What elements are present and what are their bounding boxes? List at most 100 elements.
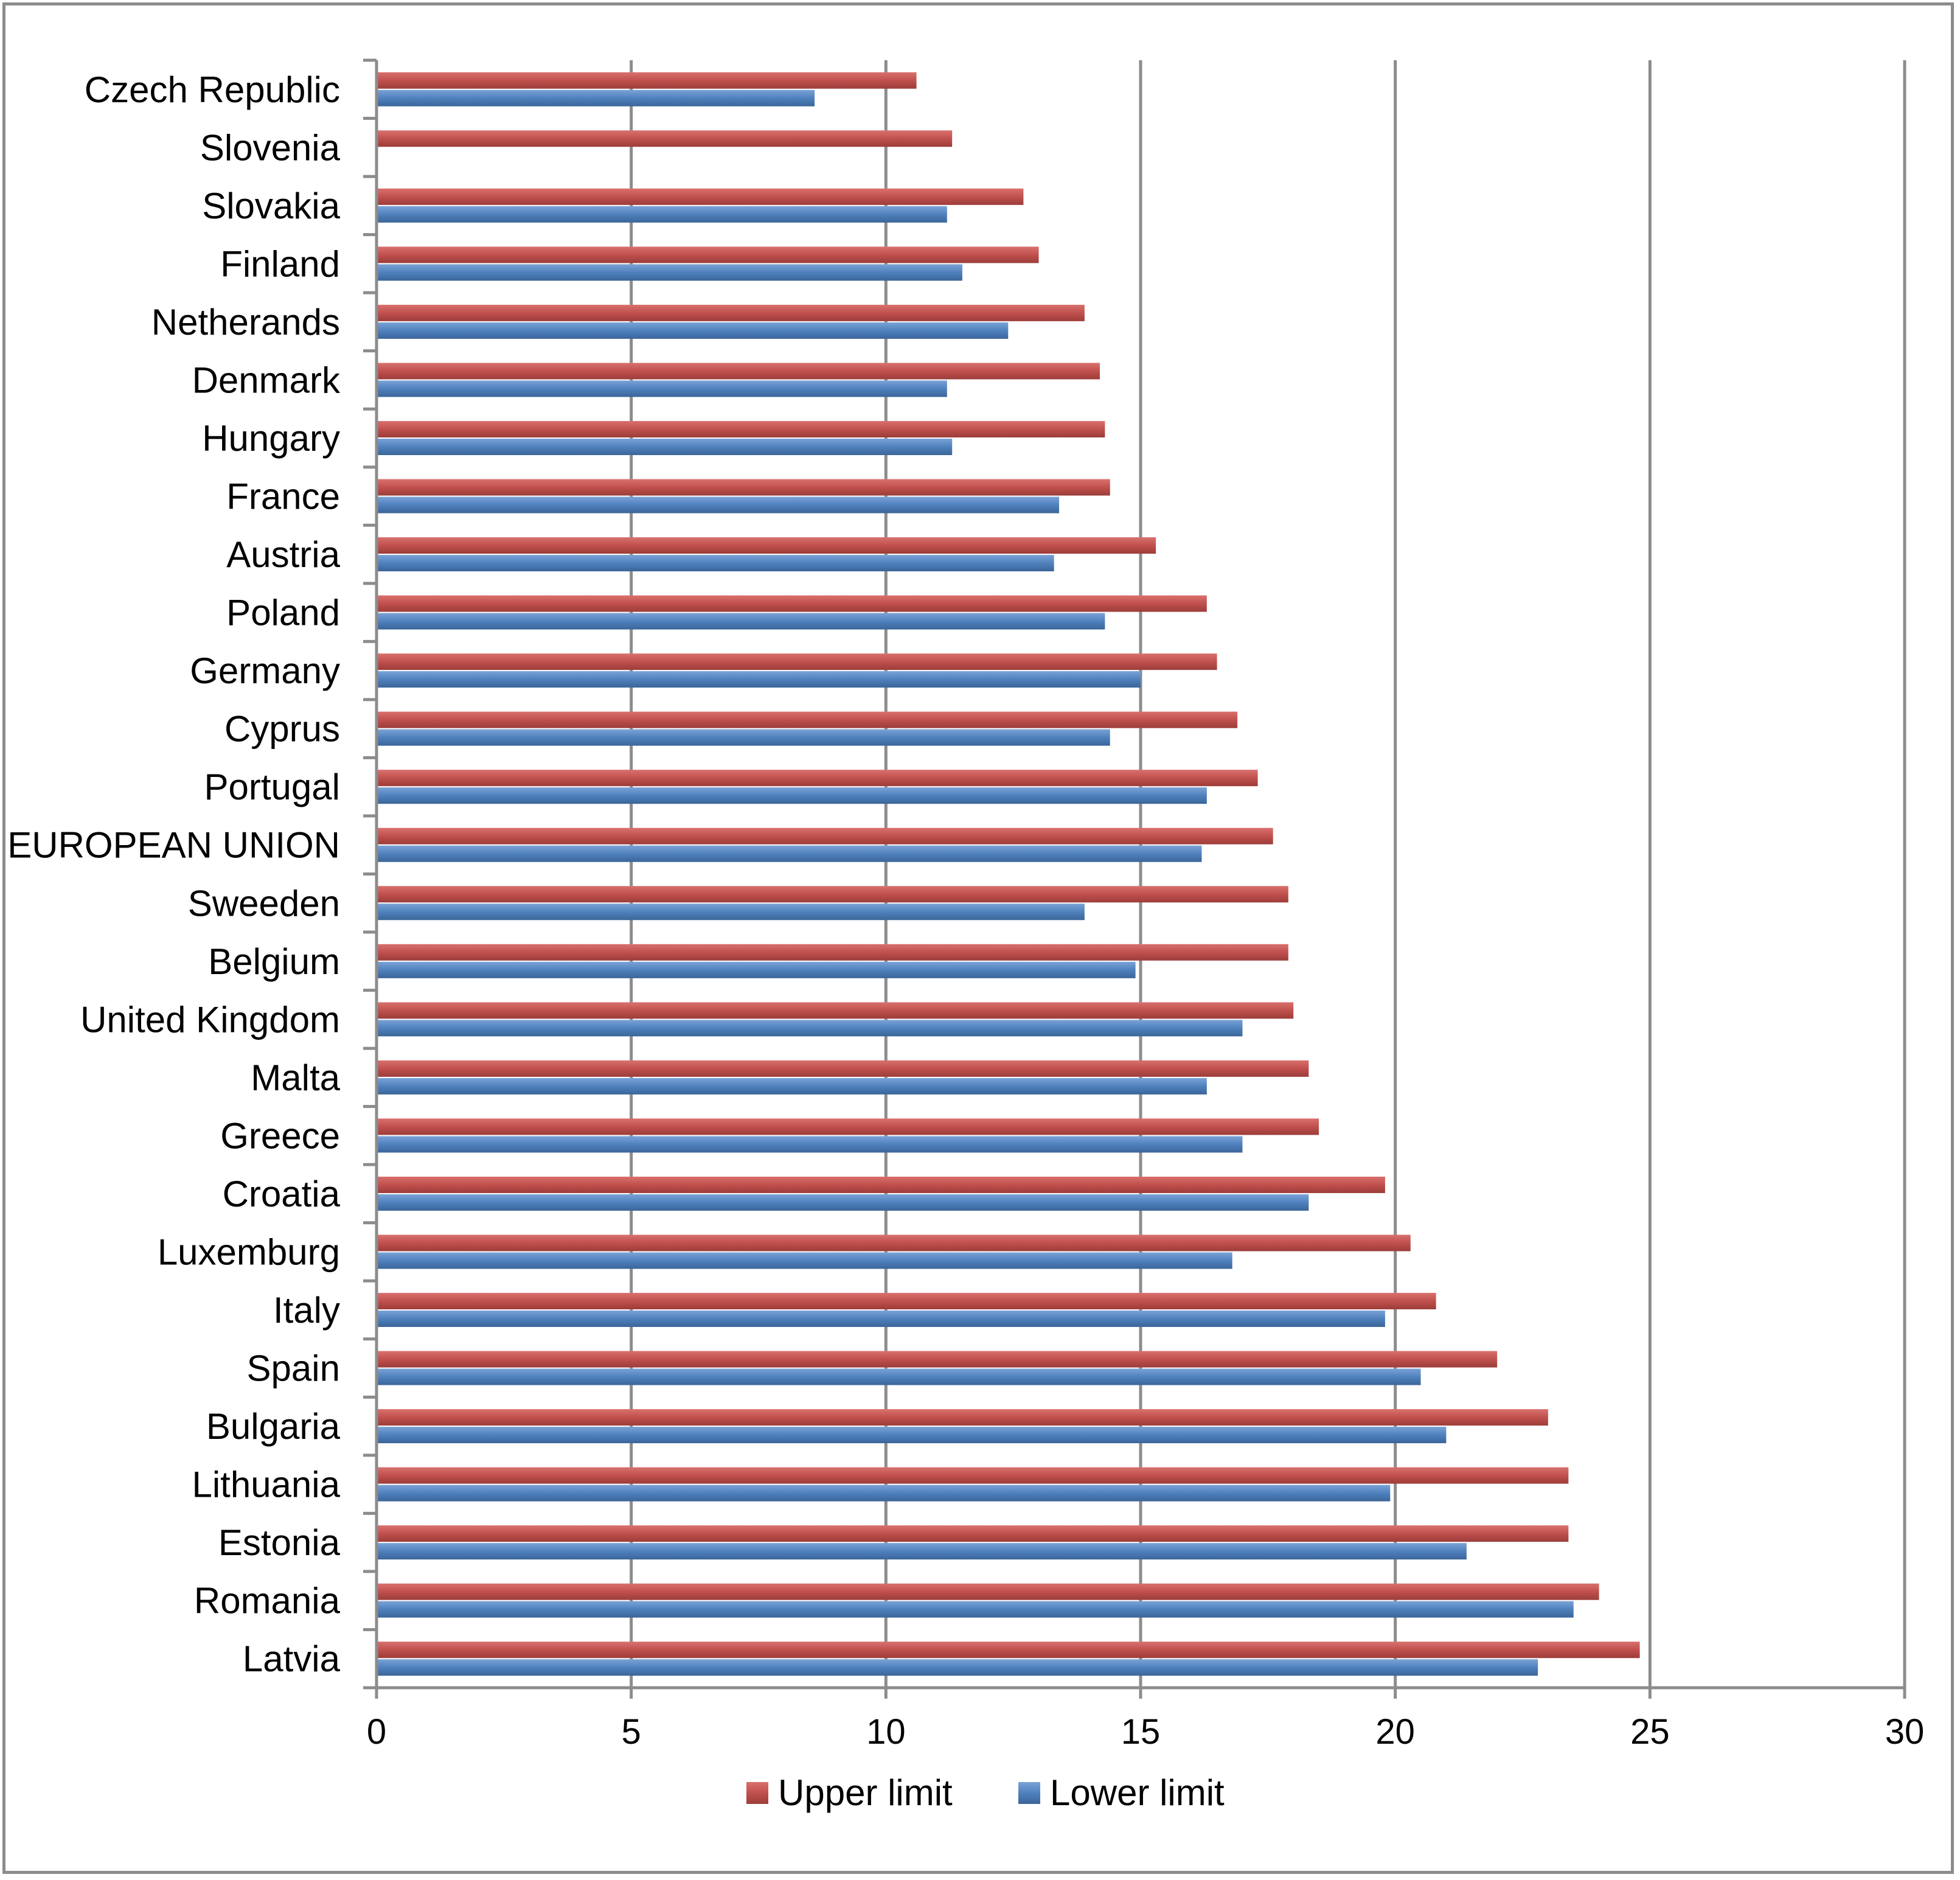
bar-lower-limit [377, 1194, 1309, 1211]
category-label: Netherands [151, 302, 340, 343]
category-label: Slovenia [200, 127, 341, 168]
category-label: Cyprus [224, 709, 340, 750]
category-label: Austria [226, 534, 340, 575]
bar-upper-limit [377, 1176, 1385, 1193]
category-label: Luxemburg [158, 1231, 340, 1272]
bar-upper-limit [377, 130, 953, 147]
bar-upper-limit [377, 827, 1273, 844]
legend-label-upper-limit: Upper limit [778, 1772, 953, 1813]
bar-upper-limit [377, 1060, 1309, 1077]
category-label: Belgium [208, 941, 340, 982]
bar-upper-limit [377, 770, 1258, 787]
x-tick-labels: 0 5 10 15 20 25 30 [367, 1712, 1924, 1752]
category-label: Portugal [204, 767, 340, 807]
x-tick-label-0: 0 [367, 1712, 386, 1752]
category-label: Estonia [218, 1522, 341, 1563]
bar-lower-limit [377, 729, 1110, 746]
bar-lower-limit [377, 1136, 1243, 1153]
bar-upper-limit [377, 1351, 1498, 1368]
category-label: Italy [273, 1290, 340, 1331]
category-label: France [226, 476, 340, 517]
category-label: Denmark [192, 360, 341, 400]
category-label: Croatia [223, 1174, 341, 1214]
bar-upper-limit [377, 72, 917, 89]
bar-upper-limit [377, 304, 1085, 321]
bar-lower-limit [377, 1427, 1447, 1444]
legend: Upper limit Lower limit [746, 1772, 1225, 1813]
bar-lower-limit [377, 322, 1009, 339]
bar-upper-limit [377, 1002, 1294, 1019]
legend-label-lower-limit: Lower limit [1050, 1772, 1225, 1813]
bar-upper-limit [377, 479, 1110, 496]
bar-lower-limit [377, 206, 947, 223]
x-tick-label-10: 10 [866, 1712, 906, 1752]
bar-upper-limit [377, 246, 1039, 263]
bar-lower-limit [377, 1659, 1538, 1676]
bar-chart: Czech Republic Slovenia Slovakia Finland Net… [7, 58, 1924, 1813]
bar-upper-limit [377, 886, 1288, 903]
bar-upper-limit [377, 363, 1100, 380]
bar-lower-limit [377, 613, 1105, 630]
category-label: Germany [190, 650, 340, 691]
bar-lower-limit [377, 89, 815, 106]
category-label: Czech Republic [85, 69, 340, 110]
bar-lower-limit [377, 438, 953, 455]
bar-lower-limit [377, 264, 962, 281]
gridlines [630, 60, 1906, 1688]
bar-upper-limit [377, 420, 1105, 437]
bars [377, 72, 1640, 1676]
category-label: EUROPEAN UNION [7, 825, 340, 866]
bar-upper-limit [377, 188, 1024, 205]
bar-lower-limit [377, 1020, 1243, 1037]
legend-swatch-upper-limit [746, 1782, 768, 1804]
x-tick-label-5: 5 [622, 1712, 641, 1752]
category-label: Sweeden [188, 883, 340, 924]
category-label: Lithuania [192, 1464, 340, 1505]
bar-lower-limit [377, 380, 947, 397]
x-tick-label-15: 15 [1121, 1712, 1161, 1752]
bar-lower-limit [377, 903, 1085, 921]
category-label: Malta [251, 1057, 340, 1098]
bar-upper-limit [377, 1525, 1569, 1542]
category-label: Poland [226, 593, 340, 633]
bar-lower-limit [377, 555, 1054, 572]
bar-upper-limit [377, 1293, 1436, 1310]
bar-lower-limit [377, 1252, 1232, 1269]
bar-lower-limit [377, 1311, 1385, 1328]
legend-swatch-lower-limit [1018, 1782, 1040, 1804]
category-label: Hungary [202, 418, 340, 459]
axes [363, 58, 1906, 1699]
bar-lower-limit [377, 1601, 1574, 1618]
category-label: Greece [220, 1115, 340, 1156]
bar-upper-limit [377, 595, 1207, 612]
category-label: Latvia [243, 1638, 341, 1679]
bar-upper-limit [377, 1409, 1548, 1426]
category-label: Romania [194, 1581, 341, 1621]
bar-lower-limit [377, 1543, 1467, 1560]
bar-upper-limit [377, 537, 1156, 554]
category-label: Finland [220, 243, 340, 284]
bar-lower-limit [377, 1368, 1421, 1385]
bar-lower-limit [377, 787, 1207, 804]
bar-lower-limit [377, 845, 1202, 862]
bar-upper-limit [377, 653, 1217, 670]
bar-lower-limit [377, 961, 1136, 978]
bar-upper-limit [377, 1234, 1411, 1252]
bar-upper-limit [377, 1642, 1640, 1659]
x-tick-label-25: 25 [1630, 1712, 1670, 1752]
x-tick-label-20: 20 [1375, 1712, 1415, 1752]
x-tick-label-30: 30 [1885, 1712, 1925, 1752]
bar-upper-limit [377, 711, 1238, 728]
category-labels: Czech Republic Slovenia Slovakia Finland Net… [7, 69, 341, 1679]
bar-upper-limit [377, 1583, 1599, 1600]
bar-upper-limit [377, 1467, 1569, 1484]
category-label: Spain [247, 1348, 340, 1389]
category-label: Bulgaria [206, 1406, 341, 1447]
bar-upper-limit [377, 944, 1288, 961]
bar-upper-limit [377, 1118, 1319, 1135]
bar-lower-limit [377, 671, 1141, 688]
bar-lower-limit [377, 496, 1060, 514]
bar-lower-limit [377, 1485, 1391, 1502]
category-label: United Kingdom [80, 999, 340, 1040]
